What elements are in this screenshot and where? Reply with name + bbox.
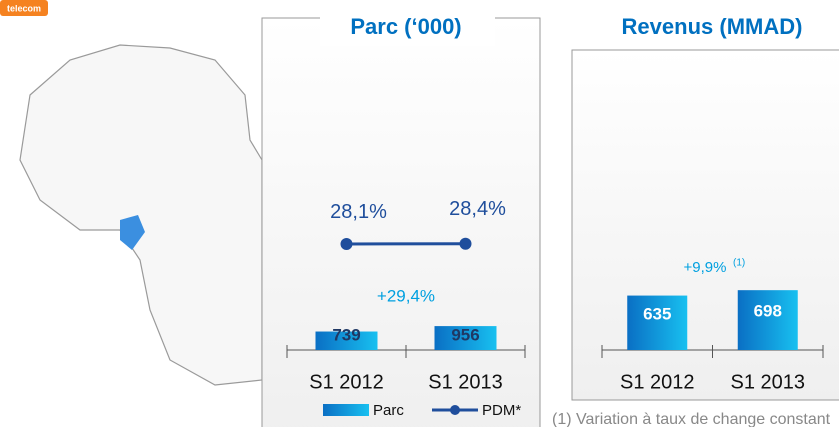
- map: [19, 44, 263, 386]
- bar: [434, 326, 497, 350]
- title-bg: [320, 10, 495, 46]
- legend-label: PDM*: [482, 402, 521, 419]
- logo-box: [0, 0, 48, 16]
- legend-swatch: [450, 405, 460, 415]
- data-label: 28,1%: [330, 201, 387, 223]
- title-bg: [580, 10, 839, 46]
- data-label: 28,4%: [449, 198, 506, 220]
- point: [459, 237, 472, 250]
- footnote: (1) Variation à taux de change constant: [552, 411, 831, 427]
- data-label: 956: [451, 325, 479, 344]
- annotation-note: (1): [733, 258, 745, 269]
- logo-text: telecom: [7, 3, 41, 13]
- x-tick-label: S1 2013: [730, 371, 805, 393]
- bar: [627, 295, 688, 350]
- chart-title: Parc (‘000): [350, 14, 461, 39]
- annotation: +29,4%: [377, 286, 435, 305]
- x-tick-label: S1 2013: [428, 371, 503, 393]
- x-tick-label: S1 2012: [620, 371, 695, 393]
- legend-label: Parc: [373, 402, 404, 419]
- panel: [261, 17, 541, 427]
- data-label: 739: [332, 325, 360, 344]
- point: [340, 237, 353, 250]
- data-label: 635: [643, 304, 671, 323]
- panel: [571, 49, 839, 401]
- chart-title: Revenus (MMAD): [622, 14, 803, 39]
- bar: [737, 290, 798, 350]
- x-tick-label: S1 2012: [309, 371, 384, 393]
- bar: [315, 331, 378, 350]
- annotation: +9,9%: [684, 259, 727, 276]
- map-highlight: [120, 215, 145, 250]
- legend-swatch: [323, 404, 369, 416]
- data-label: 698: [754, 302, 782, 321]
